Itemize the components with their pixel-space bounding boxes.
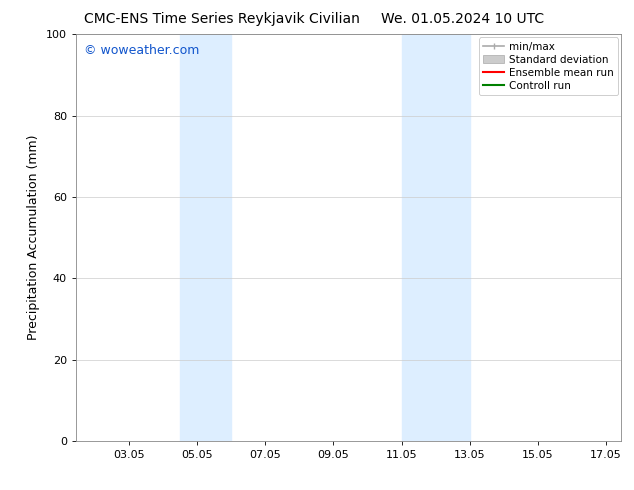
Text: © woweather.com: © woweather.com bbox=[84, 45, 200, 57]
Legend: min/max, Standard deviation, Ensemble mean run, Controll run: min/max, Standard deviation, Ensemble me… bbox=[479, 37, 618, 95]
Text: We. 01.05.2024 10 UTC: We. 01.05.2024 10 UTC bbox=[381, 12, 545, 26]
Text: CMC-ENS Time Series Reykjavik Civilian: CMC-ENS Time Series Reykjavik Civilian bbox=[84, 12, 360, 26]
Bar bbox=[180, 34, 231, 441]
Y-axis label: Precipitation Accumulation (mm): Precipitation Accumulation (mm) bbox=[27, 135, 41, 341]
Bar bbox=[401, 34, 470, 441]
